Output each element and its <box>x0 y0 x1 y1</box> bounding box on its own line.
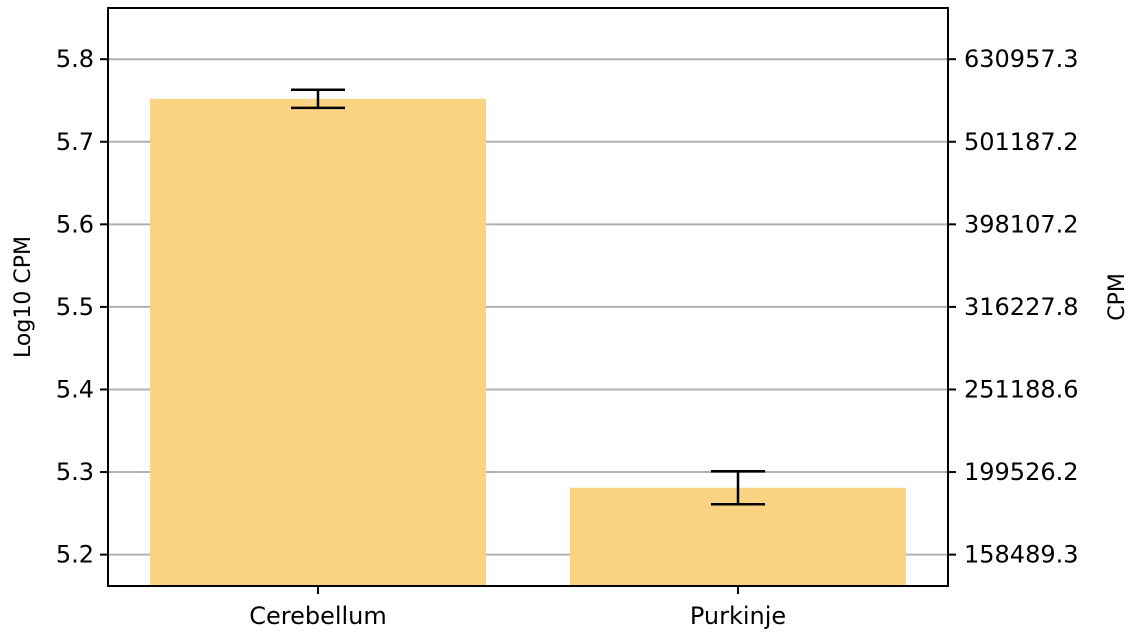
y-tick-label: 5.6 <box>56 210 94 238</box>
y-tick-label: 5.7 <box>56 128 94 156</box>
secondary-y-tick-label: 158489.3 <box>964 541 1079 569</box>
plot-frame <box>107 7 949 587</box>
y-tick-label: 5.4 <box>56 375 94 403</box>
secondary-y-axis-label: CPM <box>1105 273 1130 321</box>
secondary-y-tick-label: 251188.6 <box>964 375 1079 403</box>
error-bars <box>291 88 765 506</box>
x-tick-label: Purkinje <box>690 602 786 630</box>
secondary-y-tick-label: 630957.3 <box>964 45 1079 73</box>
bar-cerebellum <box>150 98 486 586</box>
secondary-y-tick-label: 501187.2 <box>964 128 1079 156</box>
y-tick-label: 5.2 <box>56 541 94 569</box>
axis-ticks: 5.2 158489.3 5.3 199526.2 5.4 251188.6 5.5 3162… <box>56 45 1079 630</box>
secondary-y-tick-label: 199526.2 <box>964 458 1079 486</box>
y-tick-label: 5.8 <box>56 45 94 73</box>
bars <box>150 98 906 586</box>
error-bar-cerebellum <box>291 88 345 110</box>
y-axis-label: Log10 CPM <box>11 236 36 358</box>
y-tick-label: 5.3 <box>56 458 94 486</box>
y-tick-label: 5.5 <box>56 293 94 321</box>
error-bar-purkinje <box>711 469 765 506</box>
secondary-y-tick-label: 316227.8 <box>964 293 1079 321</box>
secondary-y-tick-label: 398107.2 <box>964 210 1079 238</box>
x-tick-label: Cerebellum <box>249 602 387 630</box>
